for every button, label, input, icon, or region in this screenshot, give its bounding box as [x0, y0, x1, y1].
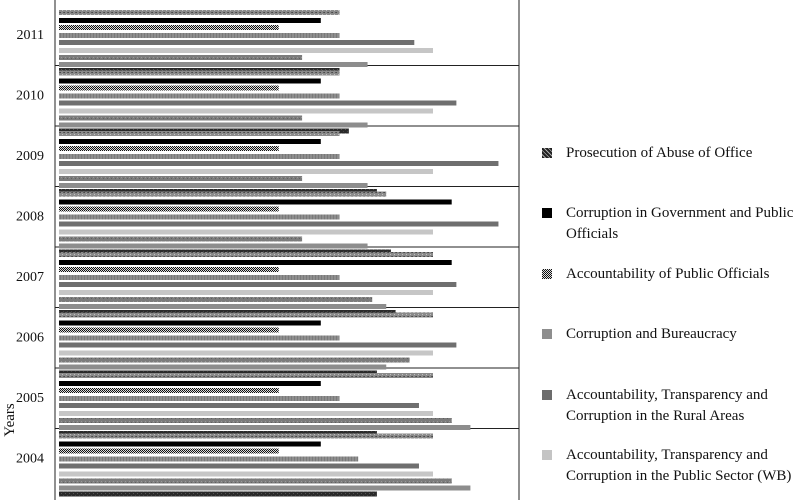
bar-2005-series-8	[59, 425, 471, 430]
bar-2007-series-3	[59, 267, 279, 272]
legend-swatch-speckled	[542, 148, 552, 158]
bar-2006-series-8	[59, 364, 387, 370]
bar-2006-series-5	[59, 342, 457, 348]
bar-2009-series-1	[59, 131, 340, 136]
bar-2005-series-2	[59, 381, 321, 386]
bar-2004-series-6	[59, 471, 433, 477]
bar-2005-series-6	[59, 411, 433, 416]
legend-label: Accountability, Transparency and Corrupt…	[566, 447, 792, 484]
bar-2004-series-7	[59, 478, 452, 484]
bar-2005-series-3	[59, 388, 279, 393]
bar-2009-series-2	[59, 139, 321, 144]
bar-2008-series-1	[59, 191, 387, 197]
bar-2004-series-5	[59, 463, 419, 469]
bar-2011-series-3	[59, 25, 279, 30]
legend-label: Accountability of Public Officials	[566, 266, 770, 282]
bar-2008-series-7	[59, 236, 303, 242]
year-label-2011: 2011	[17, 28, 44, 43]
bar-2004-series-8	[59, 485, 471, 491]
bar-2007-series-2	[59, 260, 452, 265]
bar-2006-series-7	[59, 357, 410, 363]
year-label-2008: 2008	[16, 210, 44, 225]
legend-item-public-sector: Accountability, Transparency and Corrupt…	[542, 445, 800, 487]
bar-2008-series-8	[59, 243, 368, 249]
year-label-2006: 2006	[16, 331, 44, 346]
bar-2011-series-5	[59, 40, 415, 45]
bar-2004-series-2	[59, 441, 321, 447]
legend-swatch-dark-gray	[542, 390, 552, 400]
bar-2011-series-7	[59, 55, 303, 60]
bar-2007-series-5	[59, 282, 457, 287]
bar-2010-series-6	[59, 108, 433, 114]
legend-item-corruption-government: Corruption in Government and Public Offi…	[542, 203, 800, 245]
y-axis-label: Years	[2, 403, 18, 437]
bar-2008-series-2	[59, 199, 452, 205]
bar-2011-series-6	[59, 48, 433, 53]
bar-2009-series-8	[59, 183, 368, 188]
year-labels: 2011 2010 2009 2008 2007 2006 2005 2004	[16, 28, 44, 467]
bar-2005-series-5	[59, 403, 419, 408]
bar-2005-series-7	[59, 418, 452, 423]
year-label-2007: 2007	[16, 270, 44, 285]
bar-2010-series-1	[59, 70, 340, 76]
bar-2008-series-5	[59, 221, 499, 227]
bar-2006-series-1	[59, 312, 433, 318]
bar-2007-series-8	[59, 304, 387, 309]
legend-item-accountability-officials: Accountability of Public Officials	[542, 264, 800, 285]
bar-2010-series-2	[59, 78, 321, 84]
bar-2005-series-1	[59, 373, 433, 378]
legend-item-prosecution: Prosecution of Abuse of Office	[542, 143, 800, 164]
bar-2004-series-3	[59, 448, 279, 454]
bar-2006-series-6	[59, 350, 433, 356]
legend: Prosecution of Abuse of Office Corruptio…	[542, 0, 800, 500]
bar-2007-series-1	[59, 252, 433, 257]
year-label-2004: 2004	[16, 452, 44, 467]
bar-2011-series-8	[59, 62, 368, 67]
bar-2011-series-4	[59, 33, 340, 38]
bar-2006-series-2	[59, 320, 321, 326]
bar-2009-series-3	[59, 146, 279, 151]
legend-label: Prosecution of Abuse of Office	[566, 145, 753, 161]
bar-2004-series-9	[59, 491, 377, 497]
legend-swatch-hatched	[542, 329, 552, 339]
bar-2004-series-4	[59, 456, 359, 462]
bar-2010-series-7	[59, 115, 303, 121]
bar-2009-series-7	[59, 176, 303, 181]
year-label-2005: 2005	[16, 391, 44, 406]
bars	[59, 10, 499, 497]
year-label-2009: 2009	[16, 149, 44, 164]
legend-item-rural-areas: Accountability, Transparency and Corrupt…	[542, 385, 800, 427]
bar-2011-series-2	[59, 18, 321, 23]
legend-label: Accountability, Transparency and Corrupt…	[566, 387, 768, 424]
year-label-2010: 2010	[16, 89, 44, 104]
bar-2011-series-1	[59, 10, 340, 15]
legend-swatch-checkered	[542, 269, 552, 279]
bar-2006-series-4	[59, 335, 340, 341]
bar-2007-series-4	[59, 275, 340, 280]
bar-2007-series-6	[59, 290, 433, 295]
bar-2008-series-3	[59, 206, 279, 212]
bar-2004-series-1	[59, 433, 433, 439]
bar-2010-series-8	[59, 122, 368, 128]
bar-2005-series-4	[59, 396, 340, 401]
legend-item-corruption-bureaucracy: Corruption and Bureaucracy	[542, 324, 800, 345]
bar-2009-series-5	[59, 161, 499, 166]
bar-2010-series-3	[59, 85, 279, 91]
bar-2009-series-4	[59, 154, 340, 159]
legend-swatch-light-gray	[542, 450, 552, 460]
bar-2008-series-6	[59, 229, 433, 235]
bar-2007-series-7	[59, 297, 373, 302]
bar-2010-series-5	[59, 100, 457, 106]
bar-2010-series-4	[59, 93, 340, 99]
bar-2008-series-4	[59, 214, 340, 220]
bar-2006-series-3	[59, 327, 279, 333]
legend-swatch-solid	[542, 208, 552, 218]
legend-label: Corruption in Government and Public Offi…	[566, 205, 794, 242]
bar-2009-series-6	[59, 169, 433, 174]
legend-label: Corruption and Bureaucracy	[566, 326, 737, 342]
